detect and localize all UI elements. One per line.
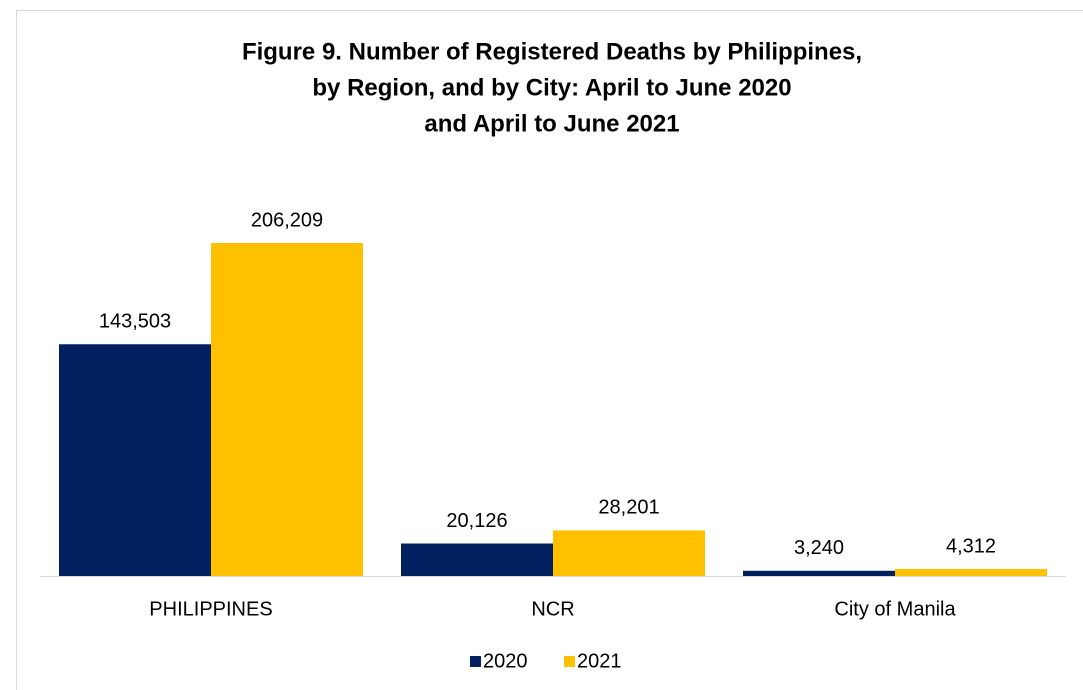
bar — [211, 243, 363, 576]
bar — [895, 569, 1047, 576]
data-label: 206,209 — [251, 209, 323, 231]
bar — [59, 344, 211, 576]
legend-swatch — [564, 656, 575, 667]
x-tick-label: NCR — [531, 598, 574, 620]
chart-frame — [16, 10, 1083, 690]
chart-title: Figure 9. Number of Registered Deaths by… — [242, 38, 862, 65]
data-label: 28,201 — [598, 497, 659, 519]
chart-title: and April to June 2021 — [424, 110, 679, 137]
bar — [553, 530, 705, 576]
x-tick-label: City of Manila — [834, 598, 956, 620]
data-label: 143,503 — [99, 311, 171, 333]
x-tick-label: PHILIPPINES — [149, 598, 272, 620]
bar — [743, 570, 895, 576]
data-label: 3,240 — [794, 537, 844, 559]
data-label: 4,312 — [946, 535, 996, 557]
chart-title: by Region, and by City: April to June 20… — [312, 74, 791, 101]
legend-label: 2020 — [483, 650, 528, 672]
data-label: 20,126 — [446, 510, 507, 532]
bar — [401, 543, 553, 576]
legend-swatch — [470, 656, 481, 667]
legend-label: 2021 — [577, 650, 622, 672]
